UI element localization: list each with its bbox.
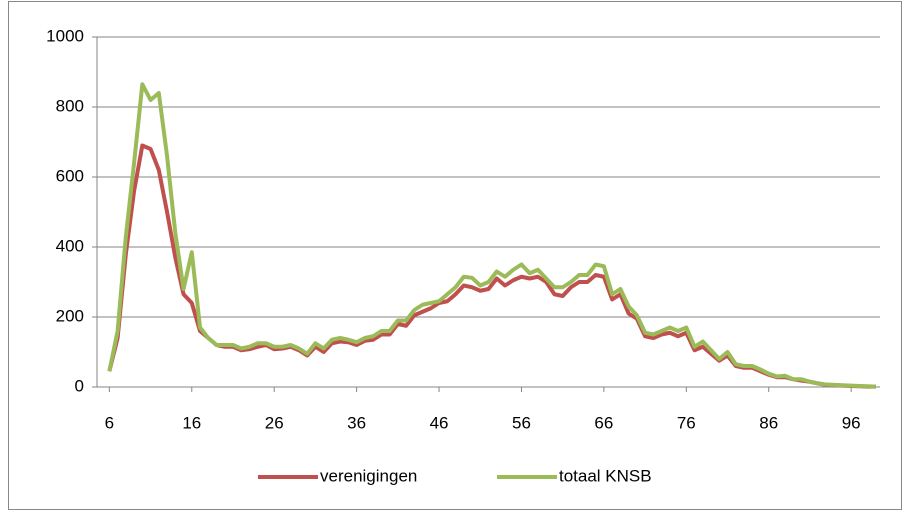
x-tick-label: 6 (105, 413, 114, 432)
x-tick-label: 16 (182, 413, 201, 432)
chart-border (8, 1, 902, 510)
legend-label: verenigingen (320, 466, 417, 485)
x-tick-label: 96 (842, 413, 861, 432)
y-tick-label: 1000 (46, 26, 84, 45)
legend-label: totaal KNSB (559, 466, 652, 485)
y-tick-label: 400 (56, 236, 84, 255)
y-tick-label: 200 (56, 306, 84, 325)
x-tick-label: 26 (265, 413, 284, 432)
x-tick-label: 56 (512, 413, 531, 432)
x-tick-label: 36 (347, 413, 366, 432)
x-tick-label: 86 (759, 413, 778, 432)
y-tick-label: 800 (56, 96, 84, 115)
y-tick-label: 0 (75, 376, 84, 395)
x-tick-label: 46 (430, 413, 449, 432)
x-tick-label: 76 (677, 413, 696, 432)
series-line (107, 82, 876, 389)
y-tick-label: 600 (56, 166, 84, 185)
x-tick-label: 66 (594, 413, 613, 432)
